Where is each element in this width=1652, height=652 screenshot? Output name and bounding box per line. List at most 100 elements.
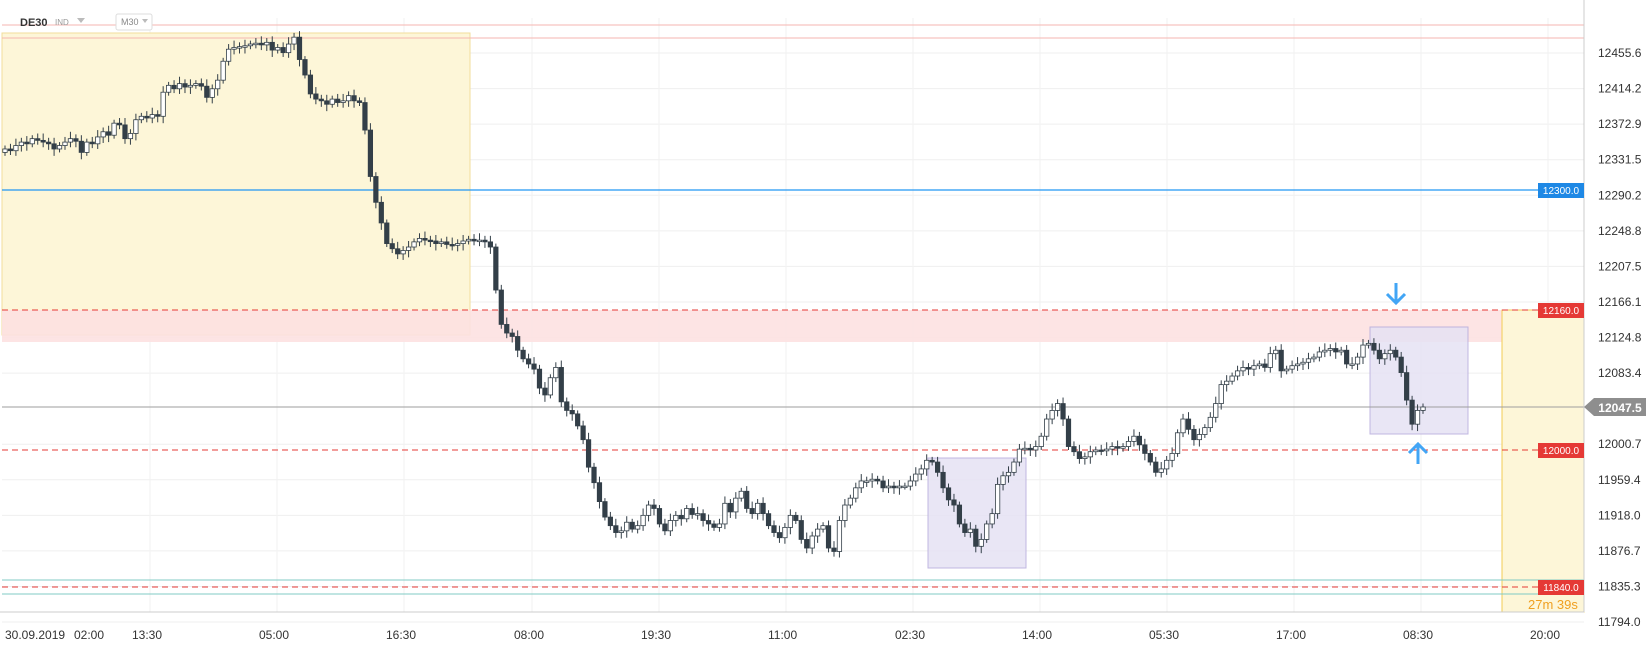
candle-body bbox=[1245, 367, 1252, 370]
y-tick-label: 11918.0 bbox=[1598, 508, 1641, 522]
candle-body bbox=[973, 528, 979, 547]
candle-body bbox=[384, 222, 390, 244]
candle-body bbox=[515, 336, 521, 351]
y-tick-label: 12083.4 bbox=[1598, 366, 1642, 380]
y-tick-label: 11835.3 bbox=[1598, 579, 1641, 593]
candle-body bbox=[1000, 475, 1006, 485]
candle-body bbox=[264, 41, 270, 46]
candle-body bbox=[275, 47, 281, 51]
x-tick-label: 19:30 bbox=[641, 628, 671, 642]
candle-body bbox=[51, 143, 57, 150]
candle-body bbox=[902, 485, 908, 489]
candle-body bbox=[1234, 370, 1241, 377]
badge-12160-text: 12160.0 bbox=[1543, 306, 1580, 317]
candle-body bbox=[95, 136, 101, 145]
candle-body bbox=[1240, 367, 1246, 372]
candle-body bbox=[509, 332, 515, 337]
candle-body bbox=[1142, 444, 1148, 454]
candle-body bbox=[711, 523, 717, 528]
candle-body bbox=[1164, 459, 1170, 470]
timeframe-dropdown-icon[interactable] bbox=[142, 19, 148, 23]
candle-body bbox=[422, 238, 428, 241]
candle-body bbox=[345, 95, 352, 102]
candle-body bbox=[875, 478, 881, 482]
candle-body bbox=[744, 490, 750, 509]
y-tick-label: 11876.7 bbox=[1598, 544, 1641, 558]
candle-body bbox=[258, 42, 264, 46]
candle-body bbox=[1093, 449, 1099, 453]
candle-body bbox=[825, 525, 832, 549]
instrument-type-label: IND bbox=[55, 18, 69, 27]
candle-body bbox=[525, 358, 532, 365]
candle-body bbox=[738, 490, 744, 499]
candle-body bbox=[367, 129, 374, 177]
candle-body bbox=[226, 48, 232, 62]
chart-header: DE30 IND M30 bbox=[20, 13, 153, 31]
candle-body bbox=[749, 508, 755, 515]
candle-body bbox=[945, 487, 952, 501]
candle-body bbox=[193, 83, 199, 86]
candle-body bbox=[46, 141, 52, 145]
candle-body bbox=[733, 497, 739, 513]
badge-12000: 12000.0 bbox=[1538, 443, 1584, 458]
candle-body bbox=[1104, 448, 1110, 452]
candle-body bbox=[853, 487, 859, 499]
candle-body bbox=[1153, 461, 1159, 473]
candle-body bbox=[471, 238, 477, 242]
y-tick-label: 12207.5 bbox=[1598, 259, 1642, 273]
candle-body bbox=[182, 83, 188, 88]
y-axis-ticks: 12455.6 12414.2 12372.9 12331.5 12290.2 12248… bbox=[1598, 46, 1642, 629]
candle-body bbox=[629, 521, 635, 530]
candle-body bbox=[296, 36, 303, 60]
candle-body bbox=[956, 504, 963, 525]
candle-body bbox=[1393, 349, 1399, 358]
candle-body bbox=[1371, 342, 1377, 351]
candle-body bbox=[553, 367, 559, 379]
candle-body bbox=[1185, 418, 1192, 430]
timeframe-label: M30 bbox=[121, 17, 139, 27]
current-price-text: 12047.5 bbox=[1598, 401, 1642, 415]
candle-body bbox=[1398, 356, 1404, 373]
candle-body bbox=[1136, 435, 1142, 446]
candle-body bbox=[798, 520, 804, 540]
symbol-dropdown-icon[interactable] bbox=[77, 18, 85, 23]
candle-body bbox=[924, 459, 930, 470]
candle-body bbox=[727, 502, 733, 513]
candle-body bbox=[127, 133, 134, 140]
x-tick-label: 14:00 bbox=[1022, 628, 1052, 642]
candle-body bbox=[913, 473, 919, 482]
x-tick-label: 16:30 bbox=[386, 628, 416, 642]
candle-body bbox=[820, 525, 826, 530]
candle-body bbox=[689, 508, 695, 515]
symbol-label[interactable]: DE30 bbox=[20, 17, 48, 29]
y-tick-label: 12455.6 bbox=[1598, 46, 1642, 60]
candle-body bbox=[940, 471, 946, 489]
candle-body bbox=[1098, 449, 1104, 452]
candle-body bbox=[1120, 446, 1126, 449]
candle-body bbox=[602, 501, 608, 518]
candle-body bbox=[591, 466, 597, 484]
candle-body bbox=[438, 241, 444, 244]
candle-body bbox=[815, 528, 821, 537]
candle-body bbox=[1202, 427, 1208, 435]
candle-body bbox=[1174, 432, 1181, 454]
candle-body bbox=[1414, 410, 1421, 425]
candle-body bbox=[351, 95, 357, 102]
candle-body bbox=[285, 43, 292, 54]
candle-body bbox=[580, 425, 586, 441]
candle-body bbox=[1360, 344, 1366, 358]
candle-body bbox=[684, 508, 690, 520]
candle-body bbox=[656, 508, 663, 525]
candle-body bbox=[1131, 435, 1137, 442]
candle-body bbox=[575, 413, 581, 427]
candle-body bbox=[618, 530, 624, 533]
timeframe-selector[interactable] bbox=[115, 13, 153, 31]
candle-body bbox=[209, 88, 215, 98]
candle-body bbox=[7, 148, 14, 152]
candle-body bbox=[29, 138, 35, 145]
candle-body bbox=[787, 514, 793, 528]
candle-body bbox=[329, 98, 335, 105]
x-tick-label: 05:00 bbox=[259, 628, 289, 642]
